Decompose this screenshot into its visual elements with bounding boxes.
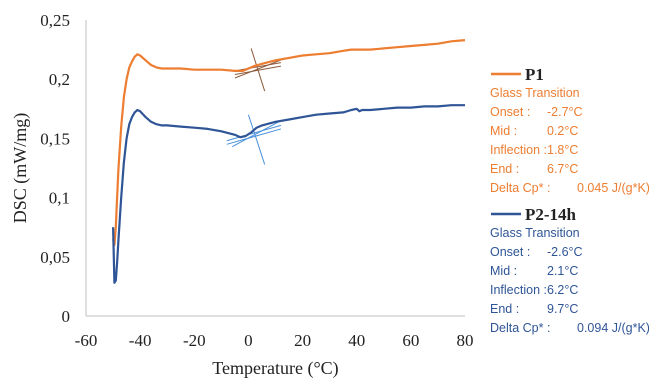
tangent-line bbox=[226, 124, 282, 142]
annotation-value: -2.7°C bbox=[547, 105, 583, 119]
x-tick-label: 60 bbox=[402, 331, 419, 350]
y-tick-label: 0,05 bbox=[40, 248, 70, 267]
annotation-label: Delta Cp* : bbox=[490, 181, 550, 195]
legend: P1 Glass Transition Onset : -2.7°C Mid : 0.2°… bbox=[490, 65, 649, 335]
annotation-heading: Glass Transition bbox=[490, 86, 580, 100]
legend-label: P2-14h bbox=[525, 205, 577, 224]
y-tick-label: 0,2 bbox=[49, 70, 70, 89]
annotation-label: Inflection : bbox=[490, 283, 547, 297]
series-lines bbox=[112, 39, 466, 284]
annotation-value: 0.045 J/(g*K) bbox=[577, 181, 649, 195]
tangent-line bbox=[250, 48, 266, 92]
annotation-value: 0.094 J/(g*K) bbox=[577, 321, 649, 335]
tangent-line bbox=[226, 128, 282, 145]
annotation-value: 1.8°C bbox=[547, 143, 578, 157]
x-tick-label: -40 bbox=[129, 331, 152, 350]
annotation-value: 2.1°C bbox=[547, 264, 578, 278]
x-tick-labels: -60 -40 -20 0 20 40 60 80 bbox=[75, 331, 474, 350]
annotation-value: -2.6°C bbox=[547, 245, 583, 259]
annotation-label: Onset : bbox=[490, 245, 530, 259]
x-tick-label: 80 bbox=[457, 331, 474, 350]
annotation-heading: Glass Transition bbox=[490, 226, 580, 240]
annotation-value: 6.2°C bbox=[547, 283, 578, 297]
x-tick-label: 20 bbox=[294, 331, 311, 350]
annotation-value: 0.2°C bbox=[547, 124, 578, 138]
annotation-label: Onset : bbox=[490, 105, 530, 119]
axes bbox=[85, 20, 465, 317]
x-axis-label: Temperature (°C) bbox=[212, 358, 338, 378]
x-tick-label: 0 bbox=[244, 331, 253, 350]
tangent-line bbox=[231, 120, 282, 148]
y-tick-label: 0 bbox=[62, 307, 71, 326]
y-tick-label: 0,1 bbox=[49, 189, 70, 208]
legend-label: P1 bbox=[525, 65, 544, 84]
y-tick-labels: 0 0,05 0,1 0,15 0,2 0,25 bbox=[40, 11, 70, 326]
x-tick-label: -60 bbox=[75, 331, 98, 350]
annotation-label: Mid : bbox=[490, 264, 517, 278]
tangent-line bbox=[247, 114, 266, 165]
x-tick-label: -20 bbox=[183, 331, 206, 350]
x-tick-label: 40 bbox=[348, 331, 365, 350]
series-line-p2-14h bbox=[112, 104, 465, 284]
tangent-line bbox=[234, 57, 287, 79]
y-axis-label: DSC (mW/mg) bbox=[10, 113, 31, 224]
glass-transition-tangents bbox=[226, 48, 287, 165]
annotation-label: Inflection : bbox=[490, 143, 547, 157]
annotation-label: End : bbox=[490, 302, 519, 316]
annotation-label: Mid : bbox=[490, 124, 517, 138]
series-line-p1 bbox=[112, 39, 466, 247]
tangent-line bbox=[234, 62, 282, 72]
annotation-value: 9.7°C bbox=[547, 302, 578, 316]
y-tick-label: 0,25 bbox=[40, 11, 70, 30]
annotation-label: End : bbox=[490, 162, 519, 176]
annotation-value: 6.7°C bbox=[547, 162, 578, 176]
annotation-label: Delta Cp* : bbox=[490, 321, 550, 335]
y-tick-label: 0,15 bbox=[40, 129, 70, 148]
